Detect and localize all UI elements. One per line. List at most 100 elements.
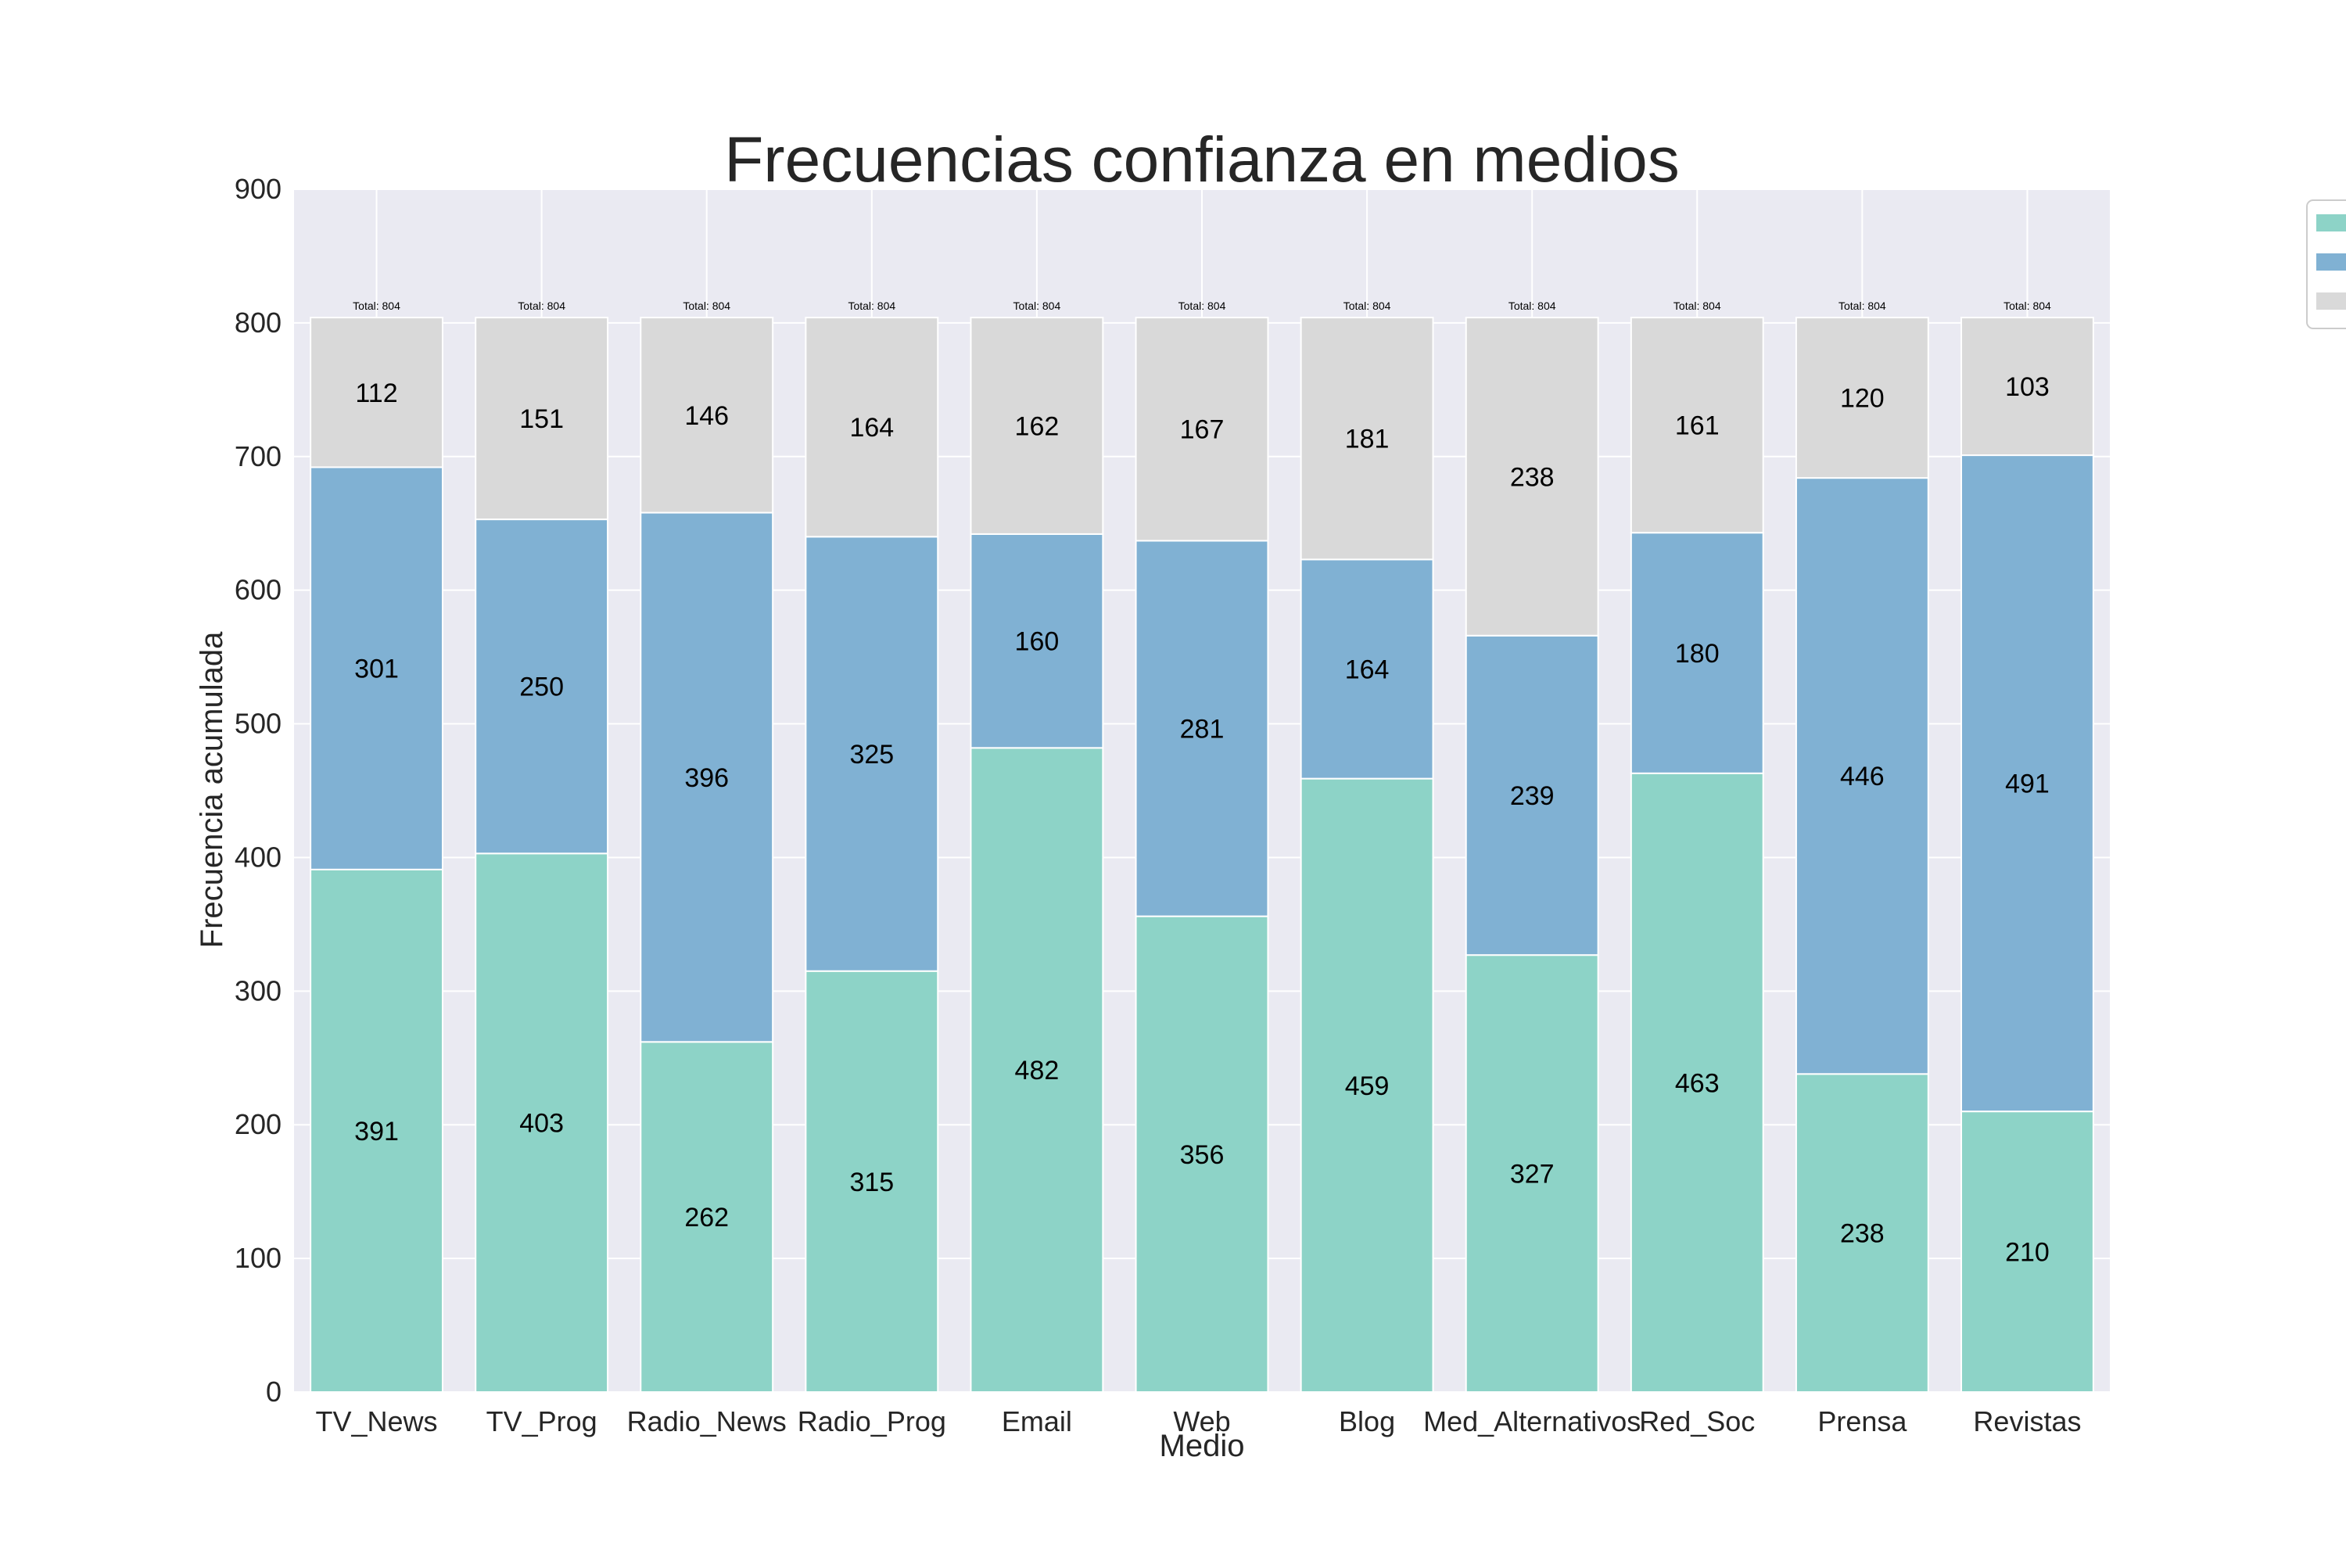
bar-value-label: 403 bbox=[519, 1109, 564, 1139]
bar-value-label: 327 bbox=[1510, 1160, 1555, 1189]
x-axis-ticks: TV_News TV_Prog Radio_News Radio_Prog Email W… bbox=[316, 1405, 2082, 1437]
bar-segment bbox=[310, 868, 443, 1393]
bar-total-label: Total: 804 bbox=[848, 300, 895, 312]
bar-segment bbox=[475, 518, 609, 855]
y-tick-label: 600 bbox=[235, 574, 282, 606]
bar-labels: 391 301 112 Total: 804 403 250 151 Total: 804 26… bbox=[353, 300, 2051, 1268]
bar-value-label: 180 bbox=[1675, 639, 1720, 669]
bar-value-label: 463 bbox=[1675, 1068, 1720, 1098]
y-tick-label: 400 bbox=[235, 841, 282, 873]
bar-value-label: 238 bbox=[1510, 462, 1555, 492]
bar-total-label: Total: 804 bbox=[1838, 300, 1886, 312]
bar-segment bbox=[970, 533, 1104, 749]
x-tick-label: Prensa bbox=[1817, 1405, 1907, 1437]
bar-value-label: 459 bbox=[1345, 1071, 1390, 1101]
bar-value-label: 250 bbox=[519, 673, 564, 702]
bar-value-label: 167 bbox=[1180, 415, 1225, 445]
y-tick-label: 500 bbox=[235, 708, 282, 740]
bar-total-label: Total: 804 bbox=[1508, 300, 1556, 312]
bar-value-label: 120 bbox=[1840, 384, 1885, 414]
x-tick-label: Blog bbox=[1339, 1405, 1395, 1437]
bar-total-label: Total: 804 bbox=[518, 300, 565, 312]
bar-value-label: 315 bbox=[849, 1168, 894, 1197]
bar-total-label: Total: 804 bbox=[1013, 300, 1061, 312]
x-tick-label: TV_News bbox=[316, 1405, 438, 1437]
bar-segment bbox=[805, 317, 939, 538]
chart-title: Frecuencias confianza en medios bbox=[724, 124, 1680, 196]
x-tick-label: Web bbox=[1173, 1405, 1230, 1437]
bar-segment bbox=[1795, 317, 1929, 479]
x-tick-label: Red_Soc bbox=[1639, 1405, 1755, 1437]
legend-swatch bbox=[2316, 214, 2346, 231]
bar-value-label: 239 bbox=[1510, 781, 1555, 811]
bar-total-label: Total: 804 bbox=[2003, 300, 2051, 312]
bar-value-label: 161 bbox=[1675, 411, 1720, 441]
bar-segment bbox=[805, 536, 939, 972]
legend-swatch bbox=[2316, 292, 2346, 310]
bar-segment bbox=[310, 317, 443, 468]
y-tick-label: 700 bbox=[235, 440, 282, 472]
bar-segment bbox=[475, 317, 609, 521]
y-tick-label: 300 bbox=[235, 974, 282, 1006]
x-tick-label: Revistas bbox=[1973, 1405, 2081, 1437]
bar-segment bbox=[1960, 317, 2094, 457]
bar-value-label: 238 bbox=[1840, 1219, 1885, 1249]
bar-value-label: 396 bbox=[684, 763, 729, 793]
bar-segment bbox=[640, 1041, 774, 1393]
y-tick-label: 200 bbox=[235, 1108, 282, 1140]
bar-value-label: 446 bbox=[1840, 762, 1885, 791]
bar-segment bbox=[970, 317, 1104, 535]
bar-value-label: 325 bbox=[849, 740, 894, 770]
y-axis-label: Frecuencia acumulada bbox=[195, 631, 229, 948]
x-tick-label: TV_Prog bbox=[486, 1405, 597, 1437]
bar-segment bbox=[1300, 317, 1434, 561]
bar-segment bbox=[1135, 317, 1269, 542]
x-axis-label: Medio bbox=[1160, 1429, 1245, 1463]
bar-value-label: 151 bbox=[519, 404, 564, 434]
bar-value-label: 181 bbox=[1345, 425, 1390, 454]
bar-value-label: 210 bbox=[2005, 1238, 2050, 1268]
bar-total-label: Total: 804 bbox=[1673, 300, 1721, 312]
bar-segment bbox=[1465, 954, 1599, 1393]
legend bbox=[2306, 199, 2346, 329]
bar-value-label: 164 bbox=[1345, 655, 1390, 684]
bar-value-label: 301 bbox=[354, 655, 399, 684]
y-tick-label: 800 bbox=[235, 307, 282, 339]
x-tick-label: Med_Alternativos bbox=[1423, 1405, 1641, 1437]
bar-segment bbox=[1630, 532, 1764, 774]
y-tick-label: 900 bbox=[235, 173, 282, 205]
bar-segment bbox=[1630, 317, 1764, 534]
bar-value-label: 356 bbox=[1180, 1140, 1225, 1170]
bar-total-label: Total: 804 bbox=[1343, 300, 1391, 312]
bars bbox=[310, 317, 2094, 1393]
bar-segment bbox=[310, 466, 443, 870]
bar-segment bbox=[805, 970, 939, 1393]
x-tick-label: Email bbox=[1002, 1405, 1072, 1437]
y-tick-label: 0 bbox=[266, 1376, 282, 1408]
bar-segment bbox=[1960, 454, 2094, 1113]
bar-value-label: 391 bbox=[354, 1117, 399, 1146]
bar-segment bbox=[1300, 558, 1434, 780]
bar-total-label: Total: 804 bbox=[353, 300, 400, 312]
x-tick-label: Radio_Prog bbox=[798, 1405, 946, 1437]
bar-segment bbox=[1135, 540, 1269, 917]
bar-segment bbox=[1795, 1073, 1929, 1393]
bar-value-label: 281 bbox=[1180, 715, 1225, 745]
y-axis-ticks: 0 100 200 300 400 500 600 700 800 900 bbox=[235, 173, 282, 1408]
bar-segment bbox=[1465, 317, 1599, 637]
bar-total-label: Total: 804 bbox=[683, 300, 730, 312]
bar-segment bbox=[640, 511, 774, 1043]
bar-total-label: Total: 804 bbox=[1178, 300, 1226, 312]
bar-value-label: 112 bbox=[355, 379, 397, 408]
bar-segment bbox=[970, 747, 1104, 1393]
bar-segment bbox=[640, 317, 774, 514]
bar-value-label: 262 bbox=[684, 1203, 729, 1233]
bar-segment bbox=[1300, 777, 1434, 1393]
y-tick-label: 100 bbox=[235, 1242, 282, 1274]
bar-segment bbox=[1135, 915, 1269, 1393]
bar-value-label: 162 bbox=[1015, 411, 1060, 441]
legend-swatch bbox=[2316, 253, 2346, 271]
x-tick-label: Radio_News bbox=[627, 1405, 787, 1437]
